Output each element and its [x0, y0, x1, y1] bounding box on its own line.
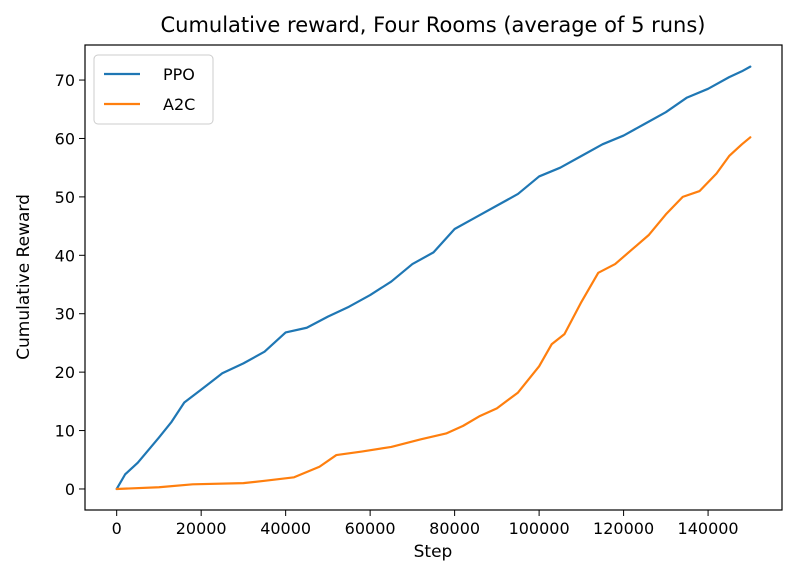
x-tick-label: 40000	[260, 519, 311, 538]
y-tick-label: 40	[55, 246, 75, 265]
legend: PPO A2C	[93, 54, 214, 125]
chart-title: Cumulative reward, Four Rooms (average o…	[160, 13, 705, 37]
legend-label-ppo: PPO	[163, 65, 195, 84]
y-tick-label: 60	[55, 129, 75, 148]
y-tick-label: 50	[55, 188, 75, 207]
y-tick-label: 0	[65, 480, 75, 499]
x-axis-ticks: 0 20000 40000 60000 80000 100000 120000 140000	[112, 510, 739, 538]
x-tick-label: 100000	[509, 519, 570, 538]
plot-frame	[84, 44, 783, 511]
legend-box	[93, 54, 214, 125]
y-tick-label: 30	[55, 305, 75, 324]
x-tick-label: 20000	[176, 519, 227, 538]
y-axis-ticks: 0 10 20 30 40 50 60 70	[55, 71, 85, 499]
legend-label-a2c: A2C	[163, 95, 195, 114]
x-tick-label: 0	[112, 519, 122, 538]
x-tick-label: 80000	[429, 519, 480, 538]
series-layer	[115, 65, 752, 491]
x-tick-label: 120000	[593, 519, 654, 538]
x-tick-label: 140000	[678, 519, 739, 538]
y-tick-label: 20	[55, 363, 75, 382]
y-axis-label: Cumulative Reward	[14, 194, 34, 360]
y-tick-label: 70	[55, 71, 75, 90]
series-line-a2c	[115, 136, 752, 491]
y-tick-label: 10	[55, 422, 75, 441]
x-tick-label: 60000	[345, 519, 396, 538]
x-axis-label: Step	[414, 542, 453, 562]
series-line-ppo	[115, 65, 752, 491]
